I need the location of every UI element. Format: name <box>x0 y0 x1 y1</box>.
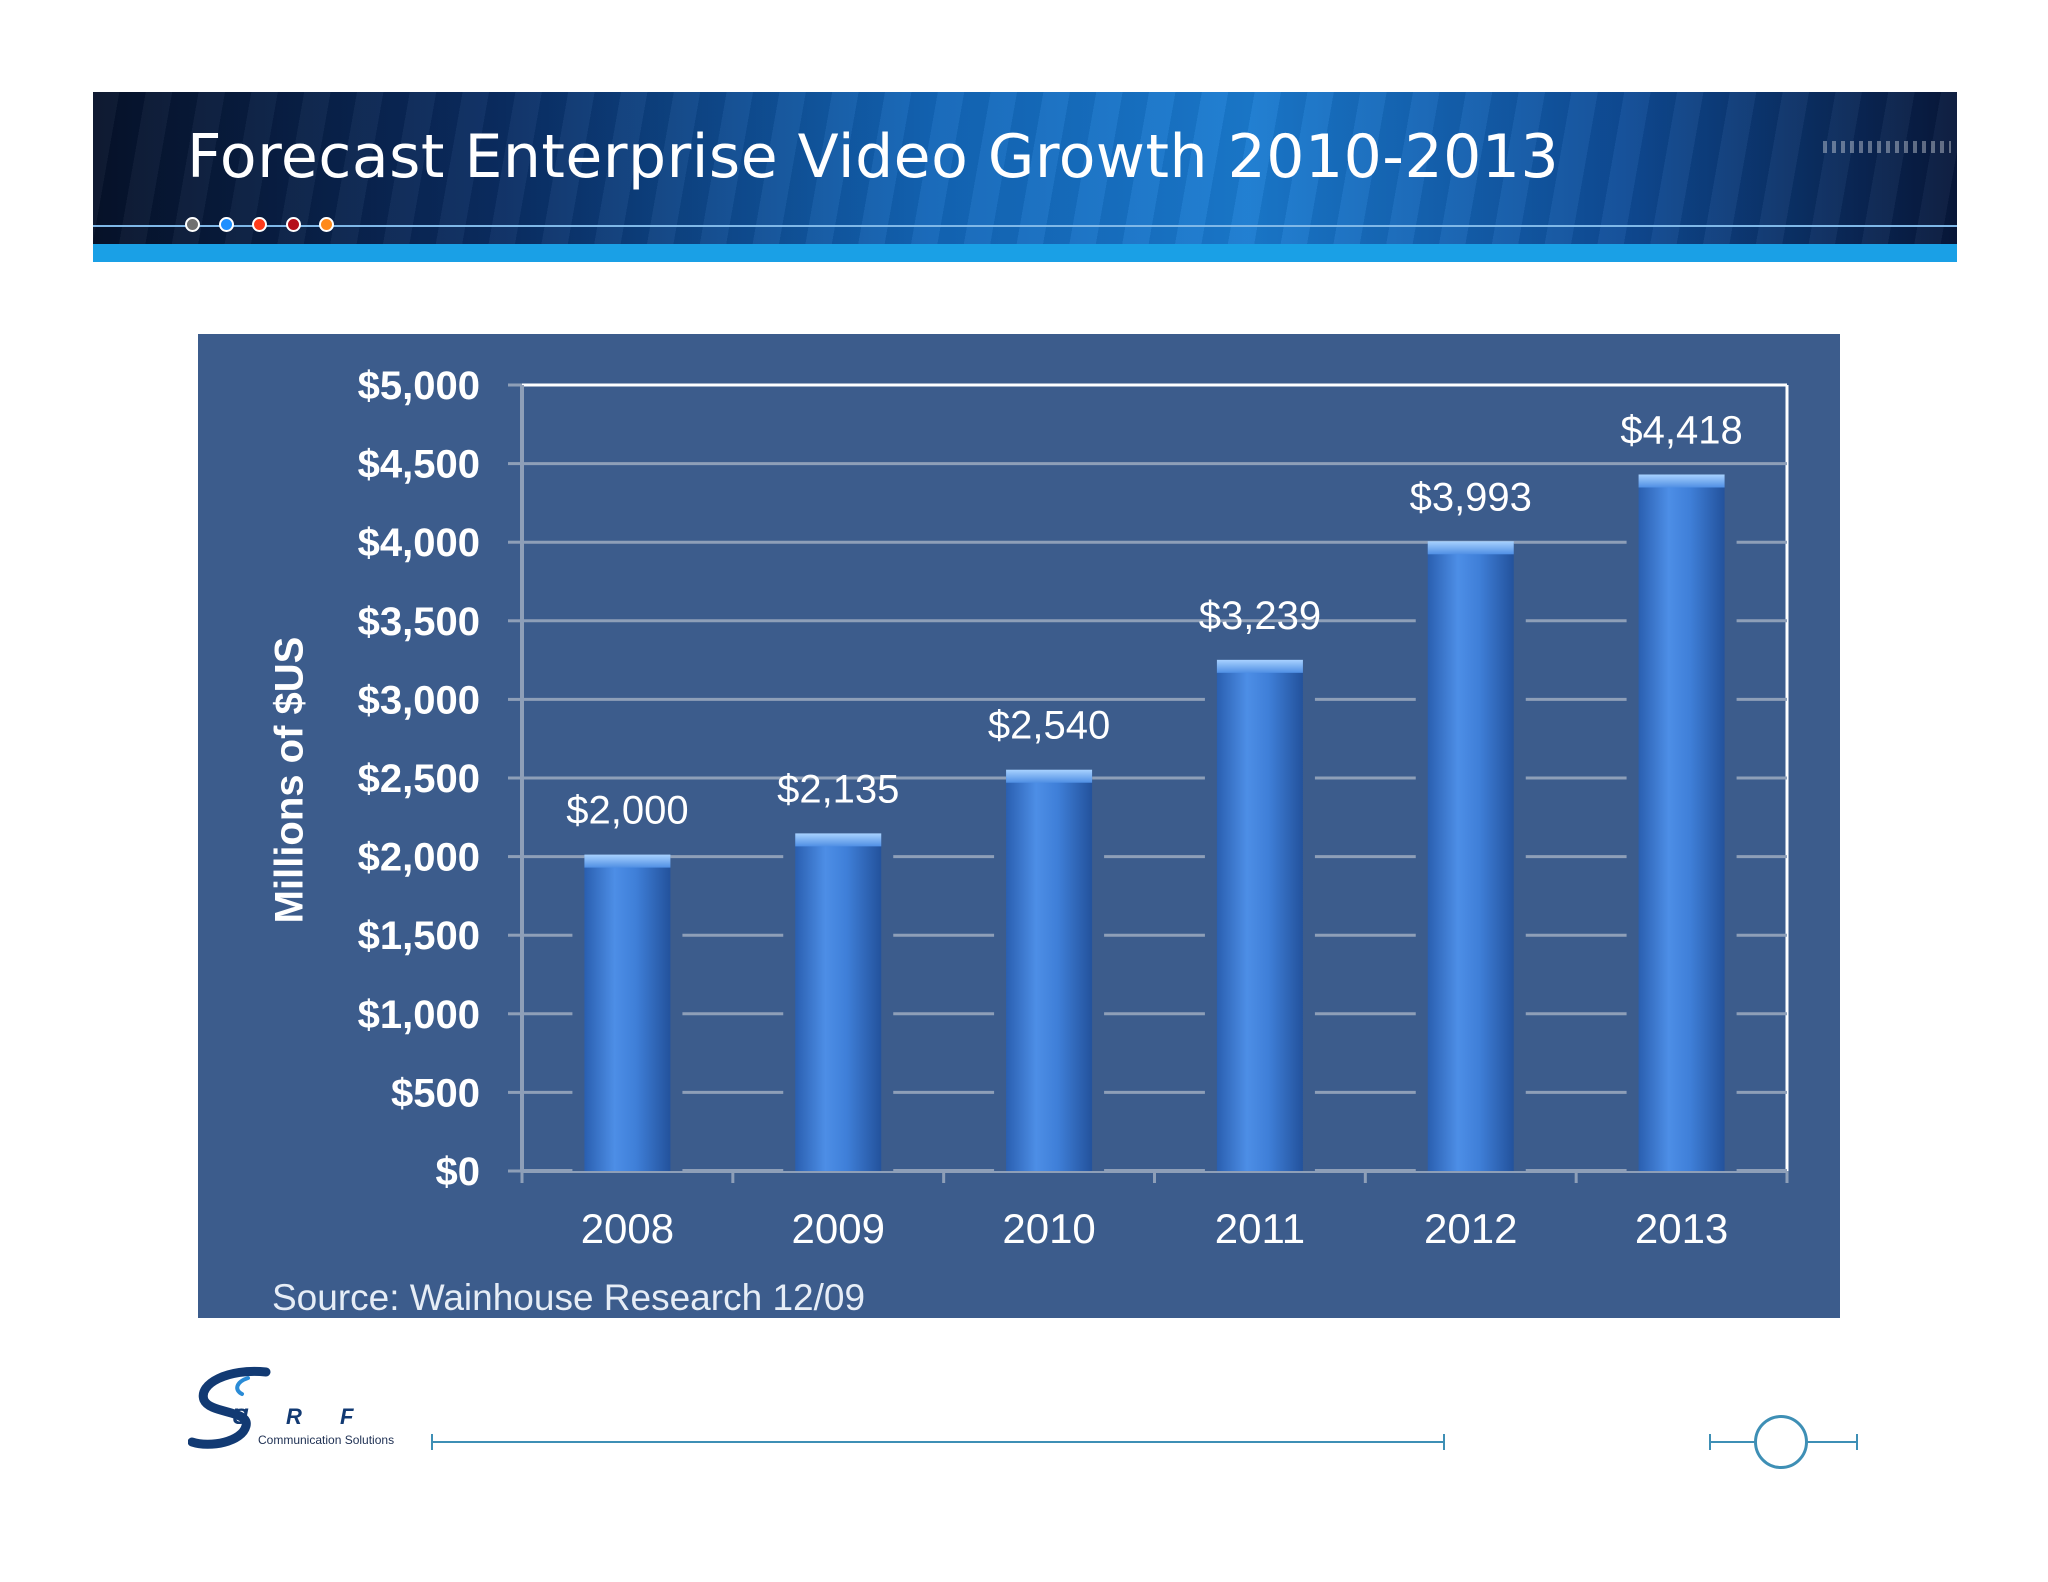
svg-text:S: S <box>233 1404 248 1429</box>
nav-line-cap <box>1856 1434 1858 1450</box>
x-tick-label: 2010 <box>1002 1205 1095 1252</box>
x-tick-label: 2012 <box>1424 1205 1517 1252</box>
bar <box>1638 476 1725 1172</box>
y-tick-label: $0 <box>436 1150 481 1194</box>
y-tick-label: $4,500 <box>358 443 480 487</box>
header-tick-pattern <box>1823 141 1951 153</box>
x-tick-label: 2013 <box>1635 1205 1728 1252</box>
decor-dot <box>219 217 234 232</box>
x-tick-label: 2011 <box>1215 1205 1305 1252</box>
data-label: $3,239 <box>1199 594 1321 638</box>
y-tick-label: $2,500 <box>358 757 480 801</box>
y-tick-label: $4,000 <box>358 521 480 565</box>
y-tick-label: $1,000 <box>358 993 480 1037</box>
decor-dot <box>185 217 200 232</box>
bar-cap <box>1427 541 1514 555</box>
slide-title: Forecast Enterprise Video Growth 2010-20… <box>187 122 1560 192</box>
header-divider <box>93 225 1957 227</box>
data-label: $2,540 <box>988 704 1110 748</box>
y-tick-label: $500 <box>391 1071 480 1115</box>
decor-dot <box>286 217 301 232</box>
logo-subtitle: Communication Solutions <box>258 1433 395 1447</box>
bar <box>584 856 671 1171</box>
data-label: $2,000 <box>566 789 688 833</box>
y-axis-label: Millions of $US <box>267 636 312 924</box>
x-tick-label: 2009 <box>792 1205 885 1252</box>
decor-dot <box>319 217 334 232</box>
footer-progress-line <box>432 1441 1444 1443</box>
nav-line-cap <box>1709 1434 1711 1450</box>
slide-header: Forecast Enterprise Video Growth 2010-20… <box>93 92 1957 262</box>
y-tick-label: $5,000 <box>358 364 480 408</box>
bar <box>795 835 882 1171</box>
data-label: $4,418 <box>1620 408 1742 452</box>
header-accent-band <box>93 244 1957 262</box>
footer-line-cap <box>431 1434 433 1450</box>
data-label: $3,993 <box>1410 475 1532 519</box>
x-tick-label: 2008 <box>581 1205 674 1252</box>
logo-letters: U R F <box>232 1404 370 1429</box>
source-note: Source: Wainhouse Research 12/09 <box>272 1277 866 1318</box>
data-label: $2,135 <box>777 767 899 811</box>
y-tick-label: $2,000 <box>358 836 480 880</box>
footer-line-cap <box>1443 1434 1445 1450</box>
y-tick-label: $1,500 <box>358 914 480 958</box>
bar-cap <box>1216 659 1303 673</box>
nav-circle-button[interactable] <box>1754 1415 1808 1469</box>
bar <box>1427 543 1514 1171</box>
bar <box>1216 661 1303 1171</box>
bar-cap <box>795 833 882 847</box>
surf-logo: S <box>188 1366 271 1449</box>
y-tick-label: $3,000 <box>358 678 480 722</box>
y-tick-label: $3,500 <box>358 600 480 644</box>
decor-dot <box>252 217 267 232</box>
bar-cap <box>1006 769 1093 783</box>
bar-cap <box>584 854 671 868</box>
bar-cap <box>1638 474 1725 488</box>
bar <box>1006 771 1093 1171</box>
